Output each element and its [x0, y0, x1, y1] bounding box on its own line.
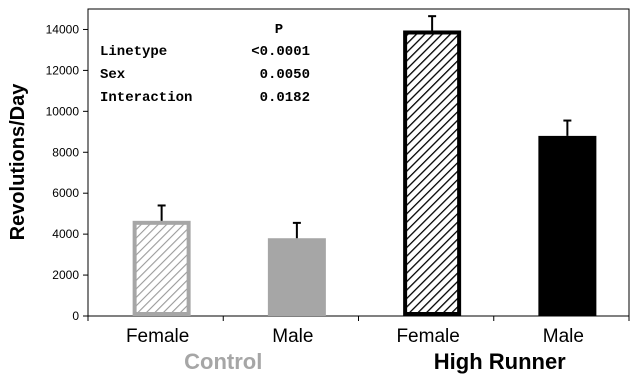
- category-label: Female: [396, 326, 459, 347]
- y-axis: 0 2000 4000 6000 8000 10000 12000 14000: [46, 22, 88, 323]
- category-label: Female: [126, 326, 189, 347]
- y-tick-label: 10000: [46, 104, 80, 118]
- bar-control-male: [267, 238, 326, 316]
- y-tick-label: 4000: [52, 227, 79, 241]
- y-axis-label: Revolutions/Day: [7, 83, 29, 241]
- y-tick-label: 14000: [46, 22, 80, 36]
- y-tick-label: 0: [72, 309, 79, 323]
- y-tick-label: 12000: [46, 63, 80, 77]
- stats-row-label: Linetype: [100, 44, 167, 60]
- y-tick-label: 2000: [52, 268, 79, 282]
- y-tick-label: 6000: [52, 186, 79, 200]
- stats-row-label: Sex: [100, 67, 126, 83]
- bar-high-runner-female: [403, 30, 462, 317]
- stats-row-value: <0.0001: [251, 44, 310, 60]
- stats-header: P: [275, 22, 283, 38]
- bar-high-runner-male: [538, 135, 597, 316]
- category-label: Male: [543, 326, 584, 347]
- bar-control-female: [132, 220, 191, 316]
- stats-table: P Linetype <0.0001 Sex 0.0050 Interaction 0.0…: [100, 22, 310, 106]
- group-label-control: Control: [184, 349, 262, 374]
- category-label: Male: [272, 326, 313, 347]
- stats-row-value: 0.0182: [260, 90, 310, 106]
- stats-row-value: 0.0050: [260, 67, 310, 83]
- bars: [132, 30, 597, 317]
- category-labels: Female Male Female Male: [126, 326, 584, 347]
- error-bars: [157, 15, 572, 239]
- stats-row-label: Interaction: [100, 90, 192, 106]
- group-label-high-runner: High Runner: [434, 349, 566, 374]
- group-labels: Control High Runner: [184, 349, 566, 374]
- y-tick-label: 8000: [52, 145, 79, 159]
- x-axis: [87, 316, 630, 321]
